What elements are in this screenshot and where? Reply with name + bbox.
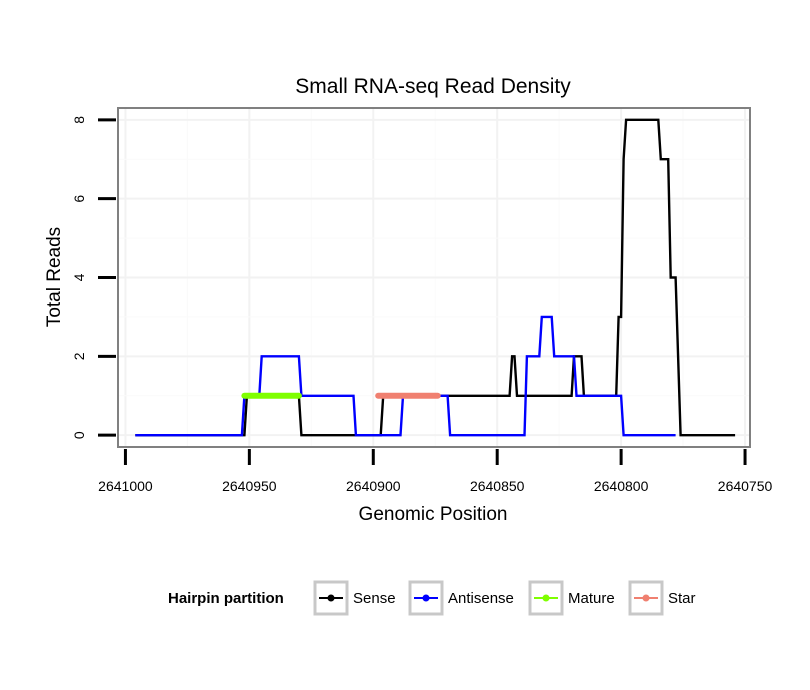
x-tick-label: 2640850 [470, 478, 525, 494]
legend-label-star: Star [668, 590, 696, 607]
x-tick-label: 2640800 [594, 478, 649, 494]
y-axis: 0 2 4 6 8 [71, 116, 116, 439]
y-tick-label: 8 [71, 116, 87, 124]
legend-key-point [327, 594, 335, 602]
y-tick-label: 0 [71, 431, 87, 439]
x-tick-label: 2640950 [222, 478, 277, 494]
y-axis-title: Total Reads [44, 227, 65, 327]
chart-title: Small RNA-seq Read Density [295, 75, 571, 98]
y-tick-label: 6 [71, 195, 87, 203]
legend-label-mature: Mature [568, 590, 615, 607]
legend-title: Hairpin partition [168, 590, 284, 607]
x-tick-label: 2641000 [98, 478, 153, 494]
x-axis-title: Genomic Position [359, 504, 508, 525]
y-tick-label: 2 [71, 352, 87, 360]
legend-label-sense: Sense [353, 590, 396, 607]
y-tick-label: 4 [71, 273, 87, 281]
x-tick-label: 2640900 [346, 478, 401, 494]
legend-label-antisense: Antisense [448, 590, 514, 607]
x-tick-label: 2640750 [718, 478, 773, 494]
legend-key-point [542, 594, 550, 602]
legend: Hairpin partition Sense Antisense Mature St… [168, 580, 696, 616]
series-lines [135, 118, 736, 437]
x-axis: 2641000 2640950 2640900 2640850 2640800 26407… [98, 449, 773, 494]
series-antisense-line [135, 315, 676, 437]
grid-lines [119, 109, 749, 446]
legend-key-point [422, 594, 430, 602]
legend-key-point [642, 594, 650, 602]
